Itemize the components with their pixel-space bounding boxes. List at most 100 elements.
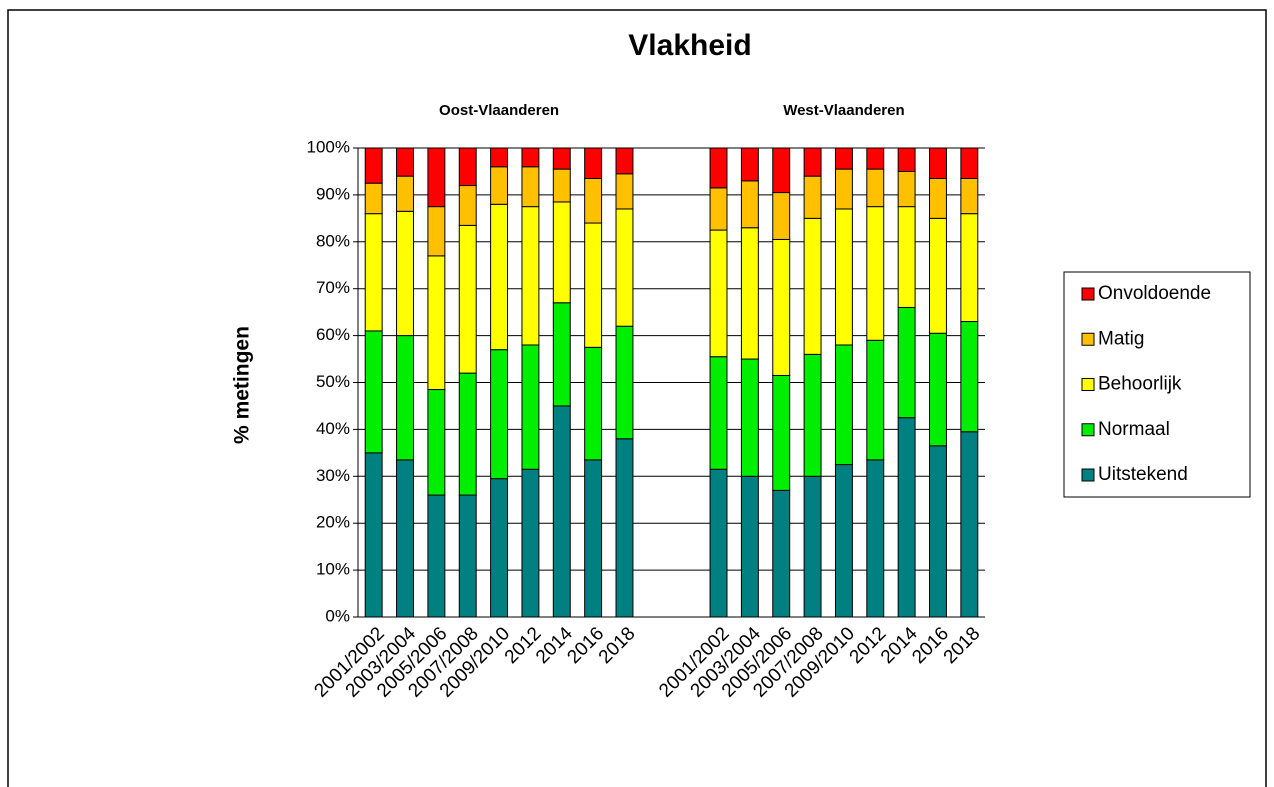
legend-swatch <box>1081 287 1095 301</box>
bar-segment <box>834 464 853 618</box>
bar-segment <box>396 210 414 337</box>
bar-segment <box>364 147 383 184</box>
bar-segment <box>929 445 947 618</box>
bar-segment <box>740 475 759 618</box>
y-tick-label: 20% <box>316 513 350 532</box>
bar-segment <box>772 238 791 376</box>
y-tick-label: 80% <box>316 231 350 250</box>
legend-swatch <box>1081 468 1095 482</box>
bar-segment <box>364 330 383 454</box>
bar-segment <box>396 335 414 461</box>
bar-segment <box>458 224 477 374</box>
bar-segment <box>803 175 822 219</box>
bar-segment <box>866 147 885 170</box>
bar-segment <box>740 358 759 477</box>
bar-segment <box>897 147 916 172</box>
bar-segment <box>552 147 571 170</box>
bar-segment <box>960 147 979 179</box>
group-label: Oost-Vlaanderen <box>439 102 559 119</box>
bar-segment <box>552 201 571 304</box>
y-tick-label: 30% <box>316 466 350 485</box>
bar-segment <box>709 356 728 470</box>
bar-segment <box>897 417 916 618</box>
bar-segment <box>834 208 853 346</box>
bar-segment <box>803 353 822 477</box>
y-axis-label: % metingen <box>231 326 254 444</box>
bar-segment <box>552 302 571 407</box>
bar-segment <box>427 147 446 208</box>
legend-box <box>1063 271 1251 498</box>
y-tick-label: 50% <box>316 372 350 391</box>
bar-segment <box>929 217 947 334</box>
bar-segment <box>740 227 759 360</box>
bar-segment <box>396 459 414 618</box>
bar-segment <box>427 389 446 496</box>
y-tick-label: 10% <box>316 560 350 579</box>
bar-segment <box>458 147 477 187</box>
frame <box>7 9 1267 787</box>
bar-segment <box>803 217 822 355</box>
bar-segment <box>929 147 947 179</box>
bar-segment <box>584 346 603 461</box>
bar-segment <box>897 170 916 208</box>
bar-segment <box>615 147 634 175</box>
bar-segment <box>803 147 822 177</box>
bar-segment <box>866 339 885 461</box>
bar-segment <box>834 147 853 170</box>
bar-segment <box>929 332 947 447</box>
y-tick-label: 90% <box>316 184 350 203</box>
bar-segment <box>615 325 634 440</box>
bar-segment <box>866 459 885 618</box>
bar-segment <box>521 468 540 618</box>
legend-swatch <box>1081 332 1095 346</box>
y-tick-label: 100% <box>307 137 350 156</box>
bar-segment <box>521 344 540 470</box>
y-tick-label: 40% <box>316 419 350 438</box>
bar-segment <box>772 374 791 491</box>
bar-segment <box>897 206 916 308</box>
bar-segment <box>427 255 446 391</box>
bar-segment <box>458 185 477 226</box>
bar-segment <box>615 438 634 618</box>
chart-title: Vlakheid <box>628 29 751 62</box>
bar-segment <box>364 452 383 618</box>
bar-segment <box>960 213 979 323</box>
bar-segment <box>960 177 979 215</box>
y-tick-label: 0% <box>325 606 350 625</box>
bar-segment <box>521 166 540 208</box>
bar-segment <box>521 147 540 168</box>
y-tick-label: 70% <box>316 278 350 297</box>
bar-segment <box>584 147 603 179</box>
legend-label: Onvoldoende <box>1098 283 1211 304</box>
bar-segment <box>364 182 383 215</box>
bar-segment <box>897 306 916 419</box>
bar-segment <box>490 166 509 205</box>
bar-segment <box>740 180 759 229</box>
bar-segment <box>615 208 634 327</box>
bar-segment <box>960 321 979 433</box>
bar-segment <box>427 494 446 618</box>
bar-segment <box>709 468 728 618</box>
bar-segment <box>427 206 446 257</box>
bar-segment <box>552 168 571 203</box>
bar-segment <box>490 203 509 351</box>
group-label: West-Vlaanderen <box>783 102 904 119</box>
bar-segment <box>834 168 853 210</box>
bar-segment <box>803 475 822 618</box>
bar-segment <box>709 187 728 231</box>
bar-segment <box>584 177 603 224</box>
y-tick-label: 60% <box>316 325 350 344</box>
bar-segment <box>834 344 853 466</box>
legend-label: Matig <box>1098 328 1144 349</box>
bar-segment <box>396 175 414 212</box>
bar-segment <box>490 147 509 168</box>
legend-label: Normaal <box>1098 419 1170 440</box>
bar-segment <box>490 478 509 618</box>
bar-segment <box>709 147 728 189</box>
bar-segment <box>960 431 979 618</box>
bar-segment <box>458 494 477 618</box>
bar-segment <box>866 206 885 341</box>
bar-segment <box>615 173 634 210</box>
bar-segment <box>866 168 885 208</box>
